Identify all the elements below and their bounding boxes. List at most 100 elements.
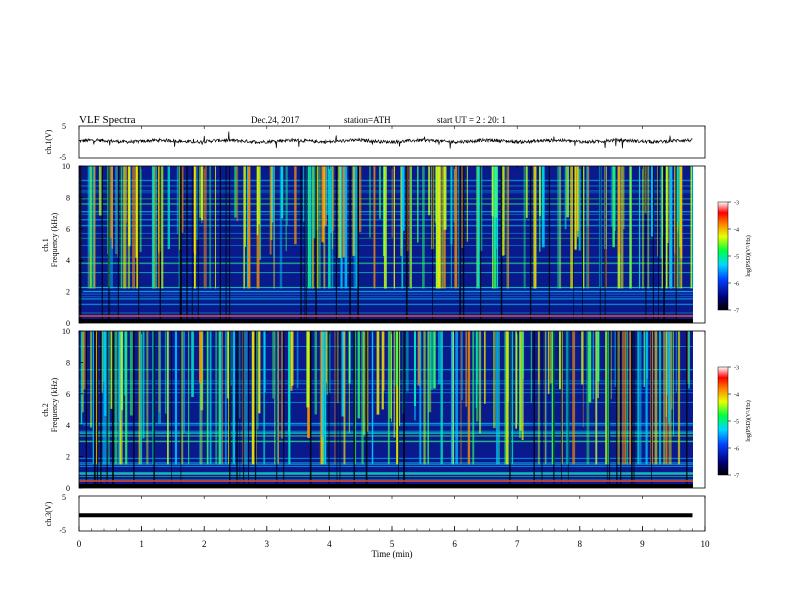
spec2-sferic xyxy=(142,331,145,439)
spec1-sferic xyxy=(311,166,313,289)
spec1-sferic xyxy=(286,166,288,226)
spec2-sferic xyxy=(263,331,266,393)
spec2-sferic xyxy=(461,331,463,401)
spec1-gap xyxy=(197,166,199,323)
spec1-band xyxy=(79,303,693,306)
spec2-sferic xyxy=(614,331,617,387)
colorbar-tick-label: -6 xyxy=(734,282,739,288)
spec1-sferic xyxy=(352,166,356,256)
spec2-sferic xyxy=(191,331,194,397)
spec1-sferic xyxy=(340,166,343,289)
spec2-band xyxy=(79,423,693,425)
spec1-sferic xyxy=(393,166,395,289)
spec2-sferic xyxy=(506,331,509,465)
spec1-sferic xyxy=(458,166,461,289)
spec2-gap xyxy=(509,331,511,488)
ch1-frequency-ticks: 0 2 4 6 8 10 xyxy=(62,162,83,328)
spec2-gap xyxy=(236,331,238,488)
spec1-sferic xyxy=(676,166,679,223)
spec1-sferic xyxy=(383,166,387,289)
spec2-sferic xyxy=(624,331,626,465)
spec2-gap xyxy=(533,331,535,488)
spec2-sferic xyxy=(498,331,500,465)
ch2-spectrogram-image xyxy=(79,331,693,488)
spec2-sferic xyxy=(476,331,479,422)
ch1-ytick-top: 5 xyxy=(62,122,66,131)
time-tick-label: 7 xyxy=(515,539,520,549)
spec1-sferic xyxy=(136,166,139,289)
spec2-sferic xyxy=(537,331,540,465)
spec1-sferic xyxy=(110,166,113,238)
spec1-sferic xyxy=(332,166,335,231)
spec1-sferic xyxy=(574,166,577,250)
time-tick-label: 10 xyxy=(701,539,711,549)
freq-tick-label: 8 xyxy=(66,193,70,202)
spec2-sferic xyxy=(545,331,546,465)
spec1-gap xyxy=(219,166,221,323)
colorbar-tick-label: -5 xyxy=(734,420,739,426)
spec1-sferic xyxy=(647,166,650,289)
spec1-base-band xyxy=(79,319,693,323)
spec2-sferic xyxy=(396,331,399,465)
spec2-sferic xyxy=(129,331,133,416)
spec1-gap xyxy=(529,166,532,323)
spec2-gap xyxy=(112,331,114,488)
spec1-sferic xyxy=(369,166,371,238)
spec2-sferic xyxy=(440,331,443,465)
spec1-sferic xyxy=(126,166,128,223)
ch2-colorbar xyxy=(717,366,729,476)
spec1-sferic xyxy=(577,166,579,238)
spec2-gap xyxy=(133,331,135,488)
spec2-band xyxy=(79,431,693,433)
spec2-band xyxy=(79,479,693,480)
spec2-sferic xyxy=(215,331,218,465)
spec2-sferic xyxy=(110,331,114,409)
spec1-sferic xyxy=(466,166,468,242)
spec2-sferic xyxy=(406,331,409,392)
spec2-sferic xyxy=(467,331,471,465)
spec2-sferic xyxy=(582,331,584,427)
spec2-gap xyxy=(96,331,99,488)
spec1-gap xyxy=(357,166,359,323)
spec1-gap xyxy=(225,166,227,323)
spec2-sferic xyxy=(363,331,366,435)
spec1-gap xyxy=(79,166,82,323)
spec2-sferic xyxy=(199,331,201,465)
spec2-sferic xyxy=(334,331,336,465)
spec1-sferic xyxy=(308,166,309,289)
colorbar-tick-label: -6 xyxy=(734,447,739,453)
spec2-sferic xyxy=(257,331,259,430)
spec1-sferic xyxy=(422,166,425,289)
ch1-ytick-bottom: -5 xyxy=(59,153,66,162)
spec2-sferic xyxy=(336,331,339,404)
ch2-spectrogram-channel-label: ch.2 xyxy=(41,403,50,417)
spec1-sferic xyxy=(604,166,607,289)
spec2-sferic xyxy=(251,331,255,465)
spec2-gap xyxy=(283,331,285,488)
spec1-sferic xyxy=(680,166,683,289)
freq-tick-label: 2 xyxy=(66,453,70,462)
spec1-sferic xyxy=(236,166,239,222)
spec2-band xyxy=(79,432,693,434)
spec1-sferic xyxy=(428,166,431,216)
spec1-sferic xyxy=(308,166,312,289)
spec2-band xyxy=(79,422,693,424)
spec2-sferic xyxy=(324,331,327,465)
spec2-sferic xyxy=(288,331,291,465)
spec2-sferic xyxy=(383,331,385,392)
spec2-gap xyxy=(620,331,622,488)
time-axis: 0 1 2 3 4 5 6 7 8 9 10 xyxy=(77,126,710,549)
spec1-gap xyxy=(179,166,181,323)
spec1-gap xyxy=(405,166,408,323)
spec1-gap xyxy=(349,166,351,323)
colorbar-tick-label: -7 xyxy=(734,474,739,480)
spec2-sferic xyxy=(547,331,550,394)
spec1-sferic xyxy=(194,166,196,289)
spec1-gap xyxy=(658,166,659,323)
spec1-gap xyxy=(315,166,317,323)
spec2-sferic xyxy=(326,331,327,383)
spec1-sferic xyxy=(124,166,127,289)
spec2-sferic xyxy=(381,331,384,410)
spec1-gap xyxy=(599,166,601,323)
spec2-sferic xyxy=(158,331,161,413)
